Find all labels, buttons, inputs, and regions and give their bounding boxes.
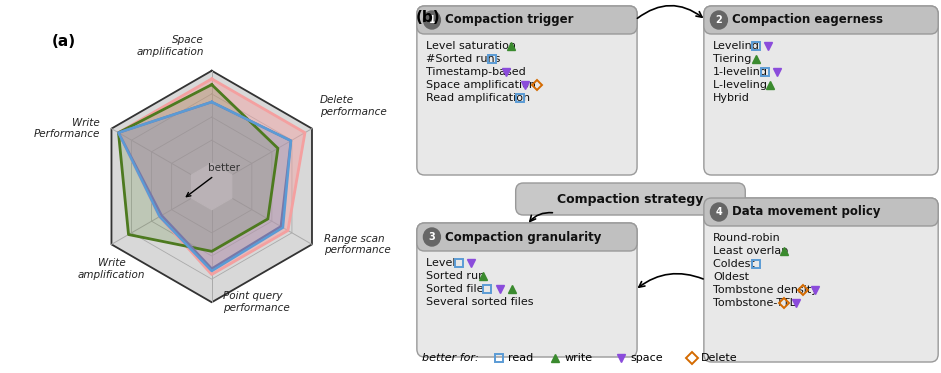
Text: read: read xyxy=(508,353,534,363)
FancyBboxPatch shape xyxy=(417,223,637,251)
Text: Hybrid: Hybrid xyxy=(713,93,750,103)
FancyBboxPatch shape xyxy=(417,223,637,357)
Circle shape xyxy=(710,11,727,29)
Text: Write
amplification: Write amplification xyxy=(78,258,145,280)
Text: Compaction eagerness: Compaction eagerness xyxy=(732,13,883,26)
Polygon shape xyxy=(119,102,291,269)
Text: 2: 2 xyxy=(715,15,723,25)
Text: Compaction trigger: Compaction trigger xyxy=(445,13,574,26)
Text: 1: 1 xyxy=(428,15,436,25)
FancyBboxPatch shape xyxy=(704,198,938,362)
Text: Level saturation: Level saturation xyxy=(426,41,519,51)
Text: 1-leveling: 1-leveling xyxy=(713,67,768,77)
Polygon shape xyxy=(192,163,231,210)
FancyBboxPatch shape xyxy=(417,6,637,175)
Circle shape xyxy=(423,11,440,29)
FancyBboxPatch shape xyxy=(417,6,637,34)
Circle shape xyxy=(423,228,440,246)
Text: (b): (b) xyxy=(416,10,440,25)
Text: Compaction strategy: Compaction strategy xyxy=(557,192,704,206)
Text: (a): (a) xyxy=(52,34,76,49)
Text: Write
Performance: Write Performance xyxy=(34,118,100,140)
Text: Data movement policy: Data movement policy xyxy=(732,206,881,219)
Text: Leveling: Leveling xyxy=(713,41,760,51)
Polygon shape xyxy=(119,85,278,251)
Text: 3: 3 xyxy=(428,232,436,242)
Text: Read amplification: Read amplification xyxy=(426,93,534,103)
Text: Tiering: Tiering xyxy=(713,54,756,64)
Text: Oldest: Oldest xyxy=(713,272,749,282)
FancyBboxPatch shape xyxy=(704,6,938,34)
Circle shape xyxy=(710,203,727,221)
Text: Round-robin: Round-robin xyxy=(713,233,781,243)
Text: Tombstone-TTL: Tombstone-TTL xyxy=(713,298,800,308)
Text: L-leveling: L-leveling xyxy=(713,80,771,90)
Text: #Sorted runs: #Sorted runs xyxy=(426,54,504,64)
Text: Level: Level xyxy=(426,258,459,268)
Text: Compaction granularity: Compaction granularity xyxy=(445,231,601,244)
Polygon shape xyxy=(119,79,305,275)
Text: 4: 4 xyxy=(715,207,723,217)
Text: Delete: Delete xyxy=(701,353,738,363)
Text: Several sorted files: Several sorted files xyxy=(426,297,534,307)
Text: Timestamp-based: Timestamp-based xyxy=(426,67,530,77)
Polygon shape xyxy=(119,102,291,271)
Text: Space
amplification: Space amplification xyxy=(136,35,203,57)
Text: Point query
performance: Point query performance xyxy=(223,291,290,313)
FancyBboxPatch shape xyxy=(516,183,745,215)
Text: Tombstone density: Tombstone density xyxy=(713,285,821,295)
Polygon shape xyxy=(111,71,312,302)
Text: Coldest: Coldest xyxy=(713,259,758,269)
Text: Least overlap: Least overlap xyxy=(713,246,792,256)
Text: Delete
performance: Delete performance xyxy=(320,95,387,117)
FancyBboxPatch shape xyxy=(704,198,938,226)
Text: Range scan
performance: Range scan performance xyxy=(324,233,391,255)
Text: Sorted file: Sorted file xyxy=(426,284,487,294)
Text: Sorted run: Sorted run xyxy=(426,271,489,281)
Text: write: write xyxy=(565,353,593,363)
Text: better: better xyxy=(186,163,240,197)
FancyBboxPatch shape xyxy=(704,6,938,175)
Text: space: space xyxy=(630,353,663,363)
Text: Space amplification: Space amplification xyxy=(426,80,540,90)
Text: better for:: better for: xyxy=(422,353,478,363)
